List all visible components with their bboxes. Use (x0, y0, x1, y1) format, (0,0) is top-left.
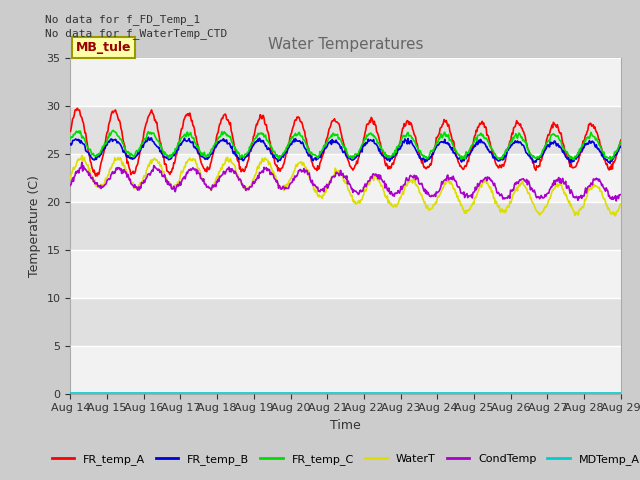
Bar (70, 106, 621, 154)
Text: MB_tule: MB_tule (76, 41, 131, 54)
Legend: FR_temp_A, FR_temp_B, FR_temp_C, WaterT, CondTemp, MDTemp_A: FR_temp_A, FR_temp_B, FR_temp_C, WaterT,… (47, 450, 640, 469)
Bar (70, 250, 621, 298)
Text: No data for f_WaterTemp_CTD: No data for f_WaterTemp_CTD (45, 28, 227, 39)
X-axis label: Time: Time (330, 419, 361, 432)
Bar (70, 346, 621, 394)
Y-axis label: Temperature (C): Temperature (C) (28, 175, 41, 276)
Bar (70, 58, 621, 106)
Bar (70, 298, 621, 346)
Bar (70, 202, 621, 250)
Title: Water Temperatures: Water Temperatures (268, 37, 423, 52)
Bar (70, 154, 621, 202)
Text: No data for f_FD_Temp_1: No data for f_FD_Temp_1 (45, 13, 200, 24)
